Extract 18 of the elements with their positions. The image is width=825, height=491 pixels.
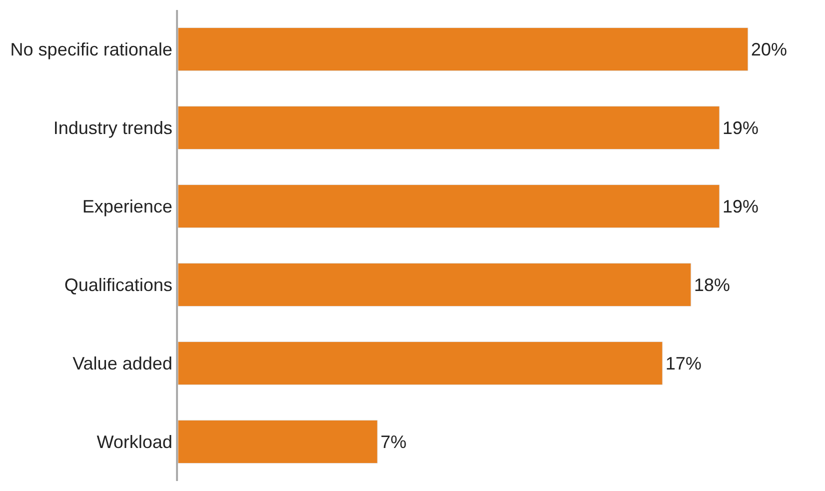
y-tick-label: Workload <box>96 432 172 452</box>
bar <box>178 420 378 464</box>
bar <box>178 27 748 72</box>
bar <box>178 262 692 307</box>
data-label: 19% <box>722 196 759 216</box>
data-label: 17% <box>666 353 702 374</box>
y-tick-label: Value added <box>72 354 172 374</box>
data-label: 18% <box>694 274 730 295</box>
bar <box>178 184 720 228</box>
data-label: 19% <box>722 118 759 138</box>
y-tick-label: No specific rationale <box>10 40 172 60</box>
data-label: 20% <box>751 39 788 60</box>
y-tick-label: Industry trends <box>53 118 172 138</box>
y-tick-label: Qualifications <box>64 275 172 296</box>
bar <box>178 341 663 386</box>
data-label: 7% <box>380 432 407 452</box>
bar <box>178 106 720 150</box>
y-tick-label: Experience <box>82 196 172 217</box>
